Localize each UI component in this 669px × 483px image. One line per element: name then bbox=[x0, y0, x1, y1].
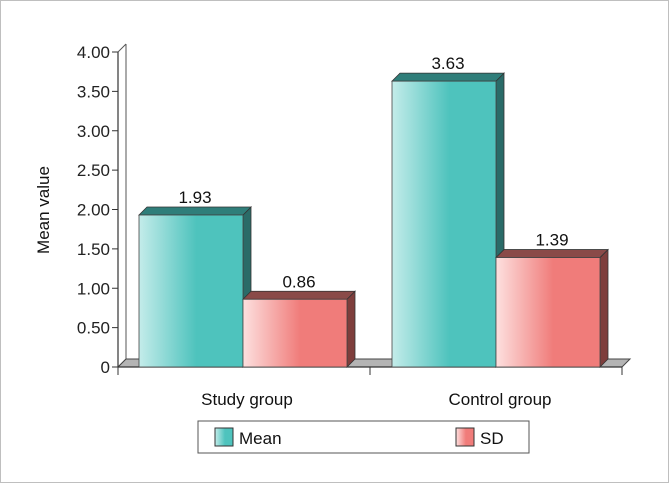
data-label: 0.86 bbox=[282, 272, 315, 291]
y-tick-label: 1.50 bbox=[77, 240, 110, 259]
y-tick-label: 2.50 bbox=[77, 161, 110, 180]
data-label: 3.63 bbox=[431, 54, 464, 73]
bar-top bbox=[391, 72, 505, 82]
axis-depth-edge bbox=[117, 43, 127, 53]
data-label: 1.93 bbox=[178, 188, 211, 207]
x-category-label: Control group bbox=[448, 390, 551, 409]
data-label: 1.39 bbox=[535, 231, 568, 250]
bar-side bbox=[599, 248, 609, 368]
bar-face bbox=[242, 298, 348, 368]
y-tick-label: 4.00 bbox=[77, 43, 110, 62]
bar-face bbox=[138, 214, 244, 368]
y-tick-label: 2.00 bbox=[77, 201, 110, 220]
legend-label-mean: Mean bbox=[239, 429, 282, 448]
y-axis-title: Mean value bbox=[34, 166, 53, 254]
bar-top bbox=[495, 249, 609, 258]
bar-top bbox=[138, 206, 252, 216]
legend: Mean SD bbox=[197, 420, 530, 454]
bar-top bbox=[242, 290, 356, 300]
bar-side bbox=[346, 290, 356, 368]
sd-bar-control bbox=[495, 248, 609, 368]
bar-face bbox=[495, 257, 601, 368]
mean-bar-control bbox=[391, 72, 505, 368]
bar-face bbox=[391, 80, 497, 368]
legend-label-sd: SD bbox=[480, 429, 504, 448]
legend-swatch-sd bbox=[455, 427, 475, 447]
y-tick-label: 0.50 bbox=[77, 319, 110, 338]
y-tick-label: 3.00 bbox=[77, 122, 110, 141]
mean-bar-study bbox=[138, 206, 252, 368]
y-tick-label: 1.00 bbox=[77, 279, 110, 298]
x-category-label: Study group bbox=[201, 390, 293, 409]
sd-bar-study bbox=[242, 290, 356, 368]
y-tick-label: 3.50 bbox=[77, 82, 110, 101]
y-tick-label: 0 bbox=[101, 358, 110, 377]
legend-swatch-mean bbox=[214, 427, 234, 447]
